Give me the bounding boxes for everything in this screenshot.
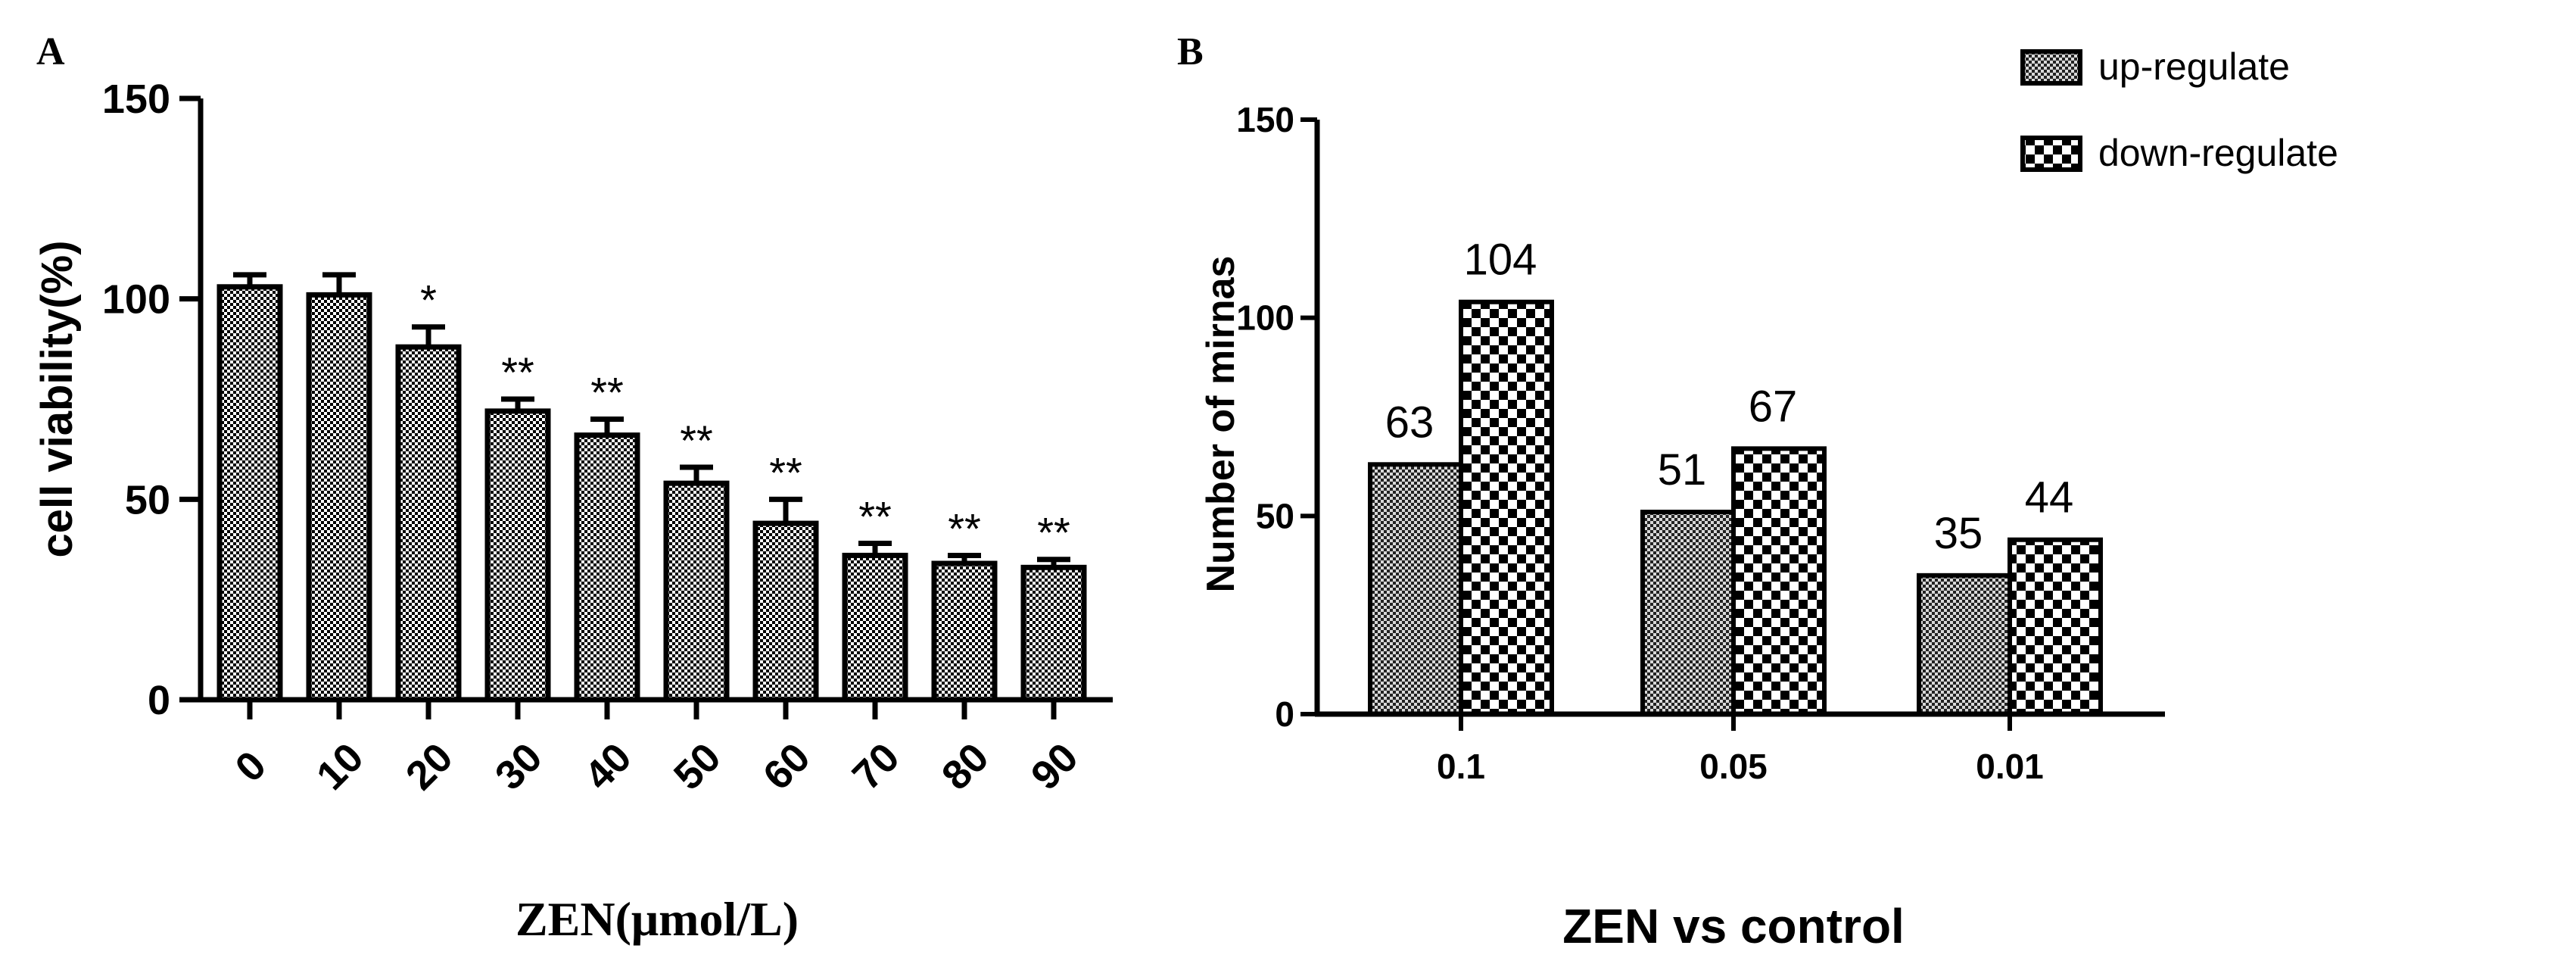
panel-a-x-label: ZEN(μmol/L) [516,892,799,946]
panel-a-x-tick-label: 70 [844,735,908,799]
legend-label-down-regulate: down-regulate [2098,132,2338,174]
panel-a-y-tick-label: 150 [102,76,170,122]
panel-a-y-label: cell viability(%) [33,240,82,557]
panel-b-y-tick-label: 150 [1236,100,1294,139]
panel-a-significance-label: ** [948,504,981,552]
panel-a-significance-label: ** [1037,509,1070,557]
panel-a-y-tick-label: 100 [102,277,170,323]
panel-a-significance-label: ** [590,368,624,416]
panel-b-data-label: 104 [1464,236,1537,285]
panel-a-bar [484,408,551,703]
panel-b-data-label: 35 [1934,509,1983,558]
panel-b-data-label: 51 [1658,445,1707,495]
panel-b-bar-down-regulate [1459,299,1554,716]
panel-b-x-tick-label: 0.05 [1699,747,1768,786]
panel-a-x-tick-label: 50 [665,735,730,799]
panel-a-significance-label: * [420,276,437,324]
panel-a-bar [663,480,730,703]
panel-a-bar [574,432,640,703]
panel-a-bar [842,552,908,703]
panel-a-significance-label: ** [680,417,713,464]
panel-a-x-tick-label: 90 [1023,735,1087,799]
panel-a-bar [1020,564,1087,703]
panel-b-y-tick-label: 0 [1275,694,1294,734]
panel-b-data-label: 67 [1749,382,1798,431]
panel-a-bar [306,292,372,703]
legend-swatch-up-regulate [2020,49,2082,86]
panel-a-significance-label: ** [769,448,802,496]
panel-a-letter: A [36,30,65,73]
panel-a-significance-label: ** [858,493,892,541]
panel-a-y-tick-label: 0 [148,678,170,723]
panel-b-legend: up-regulate down-regulate [2020,45,2338,174]
panel-a-significance-label: ** [501,348,534,396]
panel-a-bar [752,520,819,703]
panel-b-bar-up-regulate [1368,462,1463,716]
panel-a-bar [395,344,462,703]
panel-b-y-label: Number of mirnas [1199,256,1243,593]
panel-b-letter: B [1177,30,1204,73]
panel-b-chart: B 0 50 100 150 63 104 51 67 35 44 0.1 0.05 0.01 Nu… [1177,30,2338,953]
panel-b-y-tick-label: 100 [1236,298,1294,338]
panel-a-x-tick-label: 20 [397,735,462,799]
panel-a-x-tick-label: 10 [308,735,372,799]
panel-a-bar [216,284,283,703]
panel-a-bar [931,560,998,703]
panel-b-y-tick-label: 50 [1256,496,1294,535]
panel-b-x-label: ZEN vs control [1562,899,1905,953]
panel-b-bar-up-regulate [1640,510,1736,716]
panel-b-x-tick-label: 0.1 [1437,747,1485,786]
panel-a-x-tick-label: 40 [576,735,640,799]
legend-swatch-down-regulate [2020,136,2082,172]
panel-b-bar-down-regulate [2008,537,2103,716]
legend-label-up-regulate: up-regulate [2098,45,2290,88]
panel-a-x-tick-label: 30 [487,735,551,799]
panel-b-x-tick-label: 0.01 [1976,747,2044,786]
panel-a-x-tick-label: 0 [226,742,275,791]
panel-b-bar-down-regulate [1731,446,1827,716]
panel-a-x-tick-label: 60 [755,735,819,799]
panel-a-y-tick-label: 50 [125,477,170,523]
panel-b-bar-up-regulate [1917,573,2012,716]
panel-b-data-label: 44 [2025,473,2074,523]
panel-a-x-tick-label: 80 [933,735,998,799]
panel-b-data-label: 63 [1385,398,1434,447]
